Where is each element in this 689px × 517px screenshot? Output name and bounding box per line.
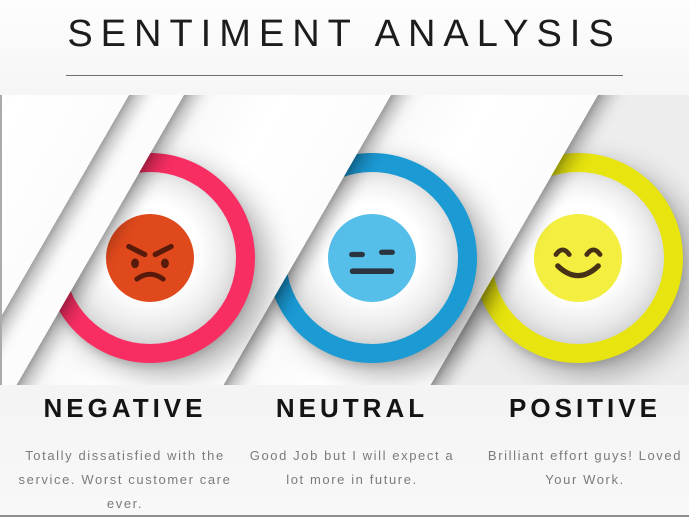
happy-face-icon — [534, 214, 622, 302]
neutral-face-icon — [328, 214, 416, 302]
page-title: SENTIMENT ANALYSIS — [67, 13, 622, 55]
left-edge-line — [0, 95, 2, 385]
header: SENTIMENT ANALYSIS — [0, 0, 689, 56]
sentiment-description: Brilliant effort guys! Loved Your Work. — [487, 448, 683, 488]
sentiment-label: POSITIVE — [509, 393, 661, 423]
column-positive: POSITIVE Brilliant effort guys! Loved Yo… — [475, 385, 689, 492]
column-negative: NEGATIVE Totally dissatisfied with the s… — [15, 385, 235, 515]
sentiment-descriptions: NEGATIVE Totally dissatisfied with the s… — [0, 385, 689, 515]
column-neutral: NEUTRAL Good Job but I will expect a lot… — [242, 385, 462, 492]
sentiment-graphics — [0, 95, 689, 385]
sentiment-label: NEUTRAL — [275, 393, 429, 423]
title-divider — [66, 75, 623, 76]
sentiment-description: Good Job but I will expect a lot more in… — [249, 448, 455, 488]
angry-face-icon — [106, 214, 194, 302]
sentiment-label: NEGATIVE — [43, 393, 207, 423]
sentiment-description: Totally dissatisfied with the service. W… — [18, 448, 232, 512]
